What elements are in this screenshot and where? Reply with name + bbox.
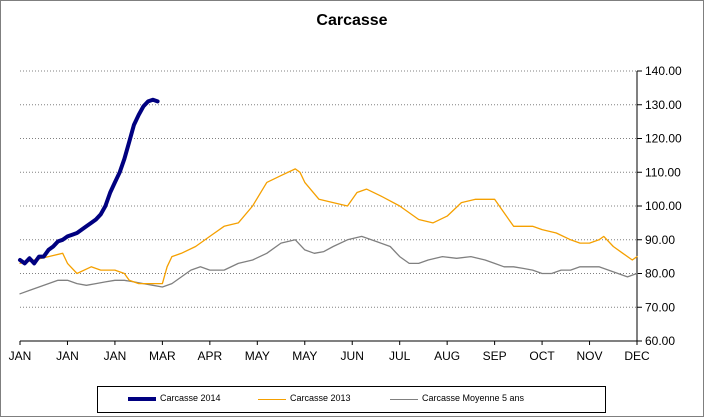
x-tick-label: JAN <box>56 349 79 363</box>
legend-swatch-2014 <box>128 397 156 401</box>
chart-title: Carcasse <box>316 12 388 29</box>
legend-swatch-moyenne <box>390 399 418 400</box>
x-tick-label: JUN <box>341 349 364 363</box>
legend-label-2014: Carcasse 2014 <box>160 393 221 403</box>
x-tick-label: AUG <box>434 349 460 363</box>
legend-label-moyenne: Carcasse Moyenne 5 ans <box>422 393 525 403</box>
series-line-2014 <box>18 97 160 266</box>
series-line-2013 <box>19 168 638 285</box>
x-tick-label: NOV <box>577 349 603 363</box>
x-tick-label: JAN <box>104 349 127 363</box>
chart-legend: Carcasse 2014 Carcasse 2013 Carcasse Moy… <box>97 386 606 413</box>
legend-item-carcasse-moyenne: Carcasse Moyenne 5 ans <box>390 387 590 412</box>
x-tick-label: JAN <box>9 349 32 363</box>
legend-swatch-2013 <box>258 399 286 400</box>
legend-label-2013: Carcasse 2013 <box>290 393 351 403</box>
y-tick-label: 60.00 <box>645 334 675 348</box>
legend-item-carcasse-2013: Carcasse 2013 <box>258 387 398 412</box>
x-tick-label: MAR <box>149 349 176 363</box>
y-tick-label: 70.00 <box>645 300 675 314</box>
x-tick-label: MAY <box>245 349 270 363</box>
y-tick-label: 80.00 <box>645 267 675 281</box>
y-tick-label: 100.00 <box>645 199 682 213</box>
y-tick-label: 90.00 <box>645 233 675 247</box>
y-tick-label: 130.00 <box>645 98 682 112</box>
x-tick-label: DEC <box>624 349 650 363</box>
x-tick-label: JUL <box>389 349 411 363</box>
x-tick-label: MAY <box>292 349 317 363</box>
y-tick-label: 120.00 <box>645 132 682 146</box>
x-tick-label: APR <box>198 349 223 363</box>
y-tick-label: 110.00 <box>645 165 681 179</box>
legend-item-carcasse-2014: Carcasse 2014 <box>128 387 268 412</box>
x-tick-label: SEP <box>483 349 507 363</box>
series-line-moyenne <box>19 235 638 295</box>
y-tick-label: 140.00 <box>645 64 682 78</box>
x-tick-label: OCT <box>529 349 555 363</box>
